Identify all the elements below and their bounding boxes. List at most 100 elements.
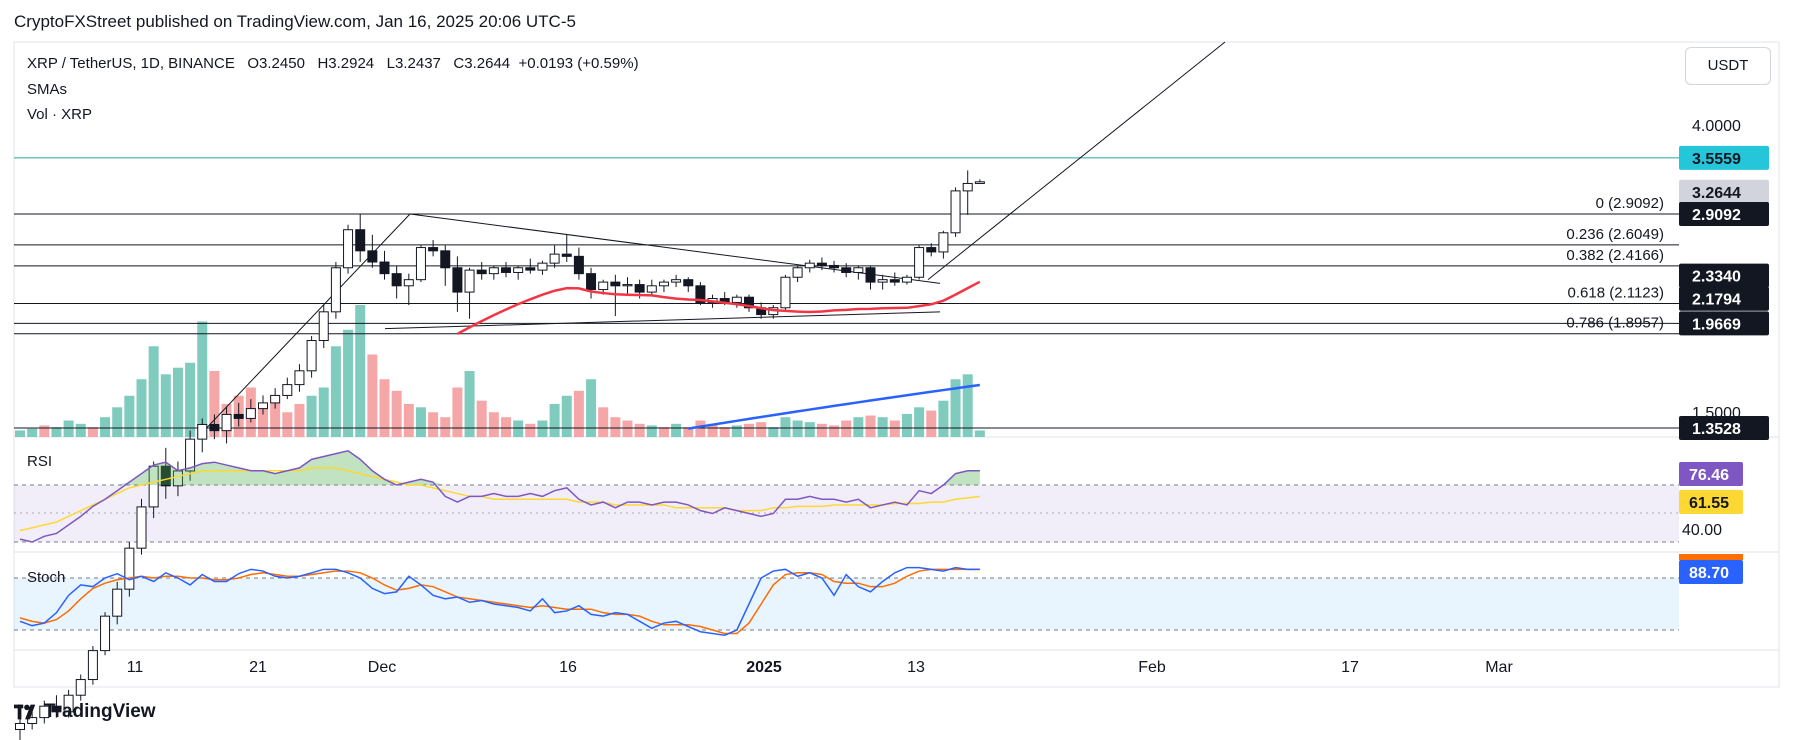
candle[interactable] xyxy=(804,262,815,269)
candles-layer[interactable] xyxy=(15,170,985,740)
candle[interactable] xyxy=(926,247,937,253)
candle[interactable] xyxy=(671,279,682,283)
candle[interactable] xyxy=(646,285,657,293)
candle[interactable] xyxy=(306,340,317,372)
candle[interactable] xyxy=(974,181,985,184)
candle[interactable] xyxy=(488,267,499,275)
candle[interactable] xyxy=(731,296,742,303)
time-axis[interactable]: 11 21 Dec 16 2025 13 Feb 17 Mar xyxy=(127,659,1514,676)
candle[interactable] xyxy=(294,370,305,386)
candle[interactable] xyxy=(829,264,840,269)
candle[interactable] xyxy=(160,465,171,487)
candle[interactable] xyxy=(355,229,366,252)
candle[interactable] xyxy=(245,408,256,419)
candle[interactable] xyxy=(658,281,669,287)
candle[interactable] xyxy=(330,267,341,313)
candle[interactable] xyxy=(15,722,25,730)
candle[interactable] xyxy=(63,694,74,713)
candle[interactable] xyxy=(75,679,86,696)
candle[interactable] xyxy=(282,384,293,396)
candle[interactable] xyxy=(914,247,925,278)
stoch-axis-labels[interactable]: 88.70 xyxy=(1679,554,1743,584)
candle[interactable] xyxy=(950,190,961,234)
candle[interactable] xyxy=(197,423,208,440)
candle[interactable] xyxy=(816,262,827,266)
candle[interactable] xyxy=(622,284,633,287)
symbol-title[interactable]: XRP / TetherUS, 1D, BINANCE xyxy=(27,55,235,72)
trendline-breakout[interactable] xyxy=(927,41,1226,281)
candle[interactable] xyxy=(440,250,451,269)
candle[interactable] xyxy=(464,269,475,293)
candle[interactable] xyxy=(476,269,487,275)
candle[interactable] xyxy=(683,279,694,287)
candle[interactable] xyxy=(112,588,123,617)
candle[interactable] xyxy=(343,229,354,269)
candle[interactable] xyxy=(586,273,597,291)
time-axis-tick: Mar xyxy=(1485,659,1513,676)
candle[interactable] xyxy=(744,296,754,309)
candle[interactable] xyxy=(391,273,402,287)
price-label[interactable]: 2.3340 xyxy=(1679,263,1769,288)
triangle-lower-line[interactable] xyxy=(384,311,941,330)
tradingview-logo[interactable]: TradingView xyxy=(14,701,156,723)
currency-button[interactable]: USDT xyxy=(1685,47,1771,85)
price-label[interactable]: 1.3528 xyxy=(1679,416,1769,440)
price-label[interactable]: 2.1794 xyxy=(1679,286,1769,311)
candle[interactable] xyxy=(525,267,536,271)
candle[interactable] xyxy=(573,255,584,275)
candle[interactable] xyxy=(877,279,888,283)
candle[interactable] xyxy=(124,547,135,590)
volume-bar xyxy=(355,305,366,437)
candle[interactable] xyxy=(185,438,196,472)
candle[interactable] xyxy=(610,281,621,287)
candle[interactable] xyxy=(367,250,378,263)
candle[interactable] xyxy=(889,279,900,283)
candle[interactable] xyxy=(865,267,876,283)
candle[interactable] xyxy=(452,267,463,293)
candle[interactable] xyxy=(501,267,511,273)
candle[interactable] xyxy=(513,267,524,273)
indicator-volume[interactable]: Vol · XRP xyxy=(27,106,93,123)
time-axis-tick: 16 xyxy=(559,659,577,676)
candle[interactable] xyxy=(780,276,791,309)
candle[interactable] xyxy=(549,253,560,264)
candle[interactable] xyxy=(598,281,609,291)
candle[interactable] xyxy=(233,413,244,419)
rsi-axis-labels[interactable]: 76.46 61.55 40.00 xyxy=(1679,462,1743,539)
candle[interactable] xyxy=(901,276,912,283)
candle[interactable] xyxy=(270,394,281,404)
candle[interactable] xyxy=(379,261,390,275)
candle[interactable] xyxy=(39,705,50,719)
candle[interactable] xyxy=(792,267,803,278)
candle[interactable] xyxy=(87,650,98,681)
candle[interactable] xyxy=(51,705,62,713)
candle[interactable] xyxy=(415,247,426,281)
candle[interactable] xyxy=(209,423,220,432)
candle[interactable] xyxy=(853,267,864,273)
candle[interactable] xyxy=(428,247,439,252)
triangle-upper-line[interactable] xyxy=(409,213,941,284)
candle[interactable] xyxy=(318,311,329,342)
candle[interactable] xyxy=(841,267,852,273)
price-label[interactable]: 3.5559 xyxy=(1679,145,1769,170)
candle[interactable] xyxy=(136,506,147,549)
price-label[interactable]: 2.9092 xyxy=(1679,201,1769,226)
candle[interactable] xyxy=(962,182,973,192)
candle[interactable] xyxy=(258,402,268,410)
symbol-info: XRP / TetherUS, 1D, BINANCE O3.2450 H3.2… xyxy=(27,55,639,72)
candle[interactable] xyxy=(403,279,414,287)
candle[interactable] xyxy=(634,284,645,293)
candle[interactable] xyxy=(27,717,38,724)
candle[interactable] xyxy=(537,262,548,271)
candle[interactable] xyxy=(695,285,706,303)
candle[interactable] xyxy=(561,253,572,257)
price-axis[interactable]: 4.00002.50001.50003.55593.264422:53:592.… xyxy=(1679,118,1769,584)
indicator-smas[interactable]: SMAs xyxy=(27,81,68,98)
candle[interactable] xyxy=(938,232,949,253)
candle[interactable] xyxy=(100,615,111,652)
price-label[interactable]: 1.9669 xyxy=(1679,311,1769,336)
candle[interactable] xyxy=(148,465,159,508)
candle[interactable] xyxy=(221,413,232,432)
trendline-drawings[interactable] xyxy=(197,41,1226,438)
